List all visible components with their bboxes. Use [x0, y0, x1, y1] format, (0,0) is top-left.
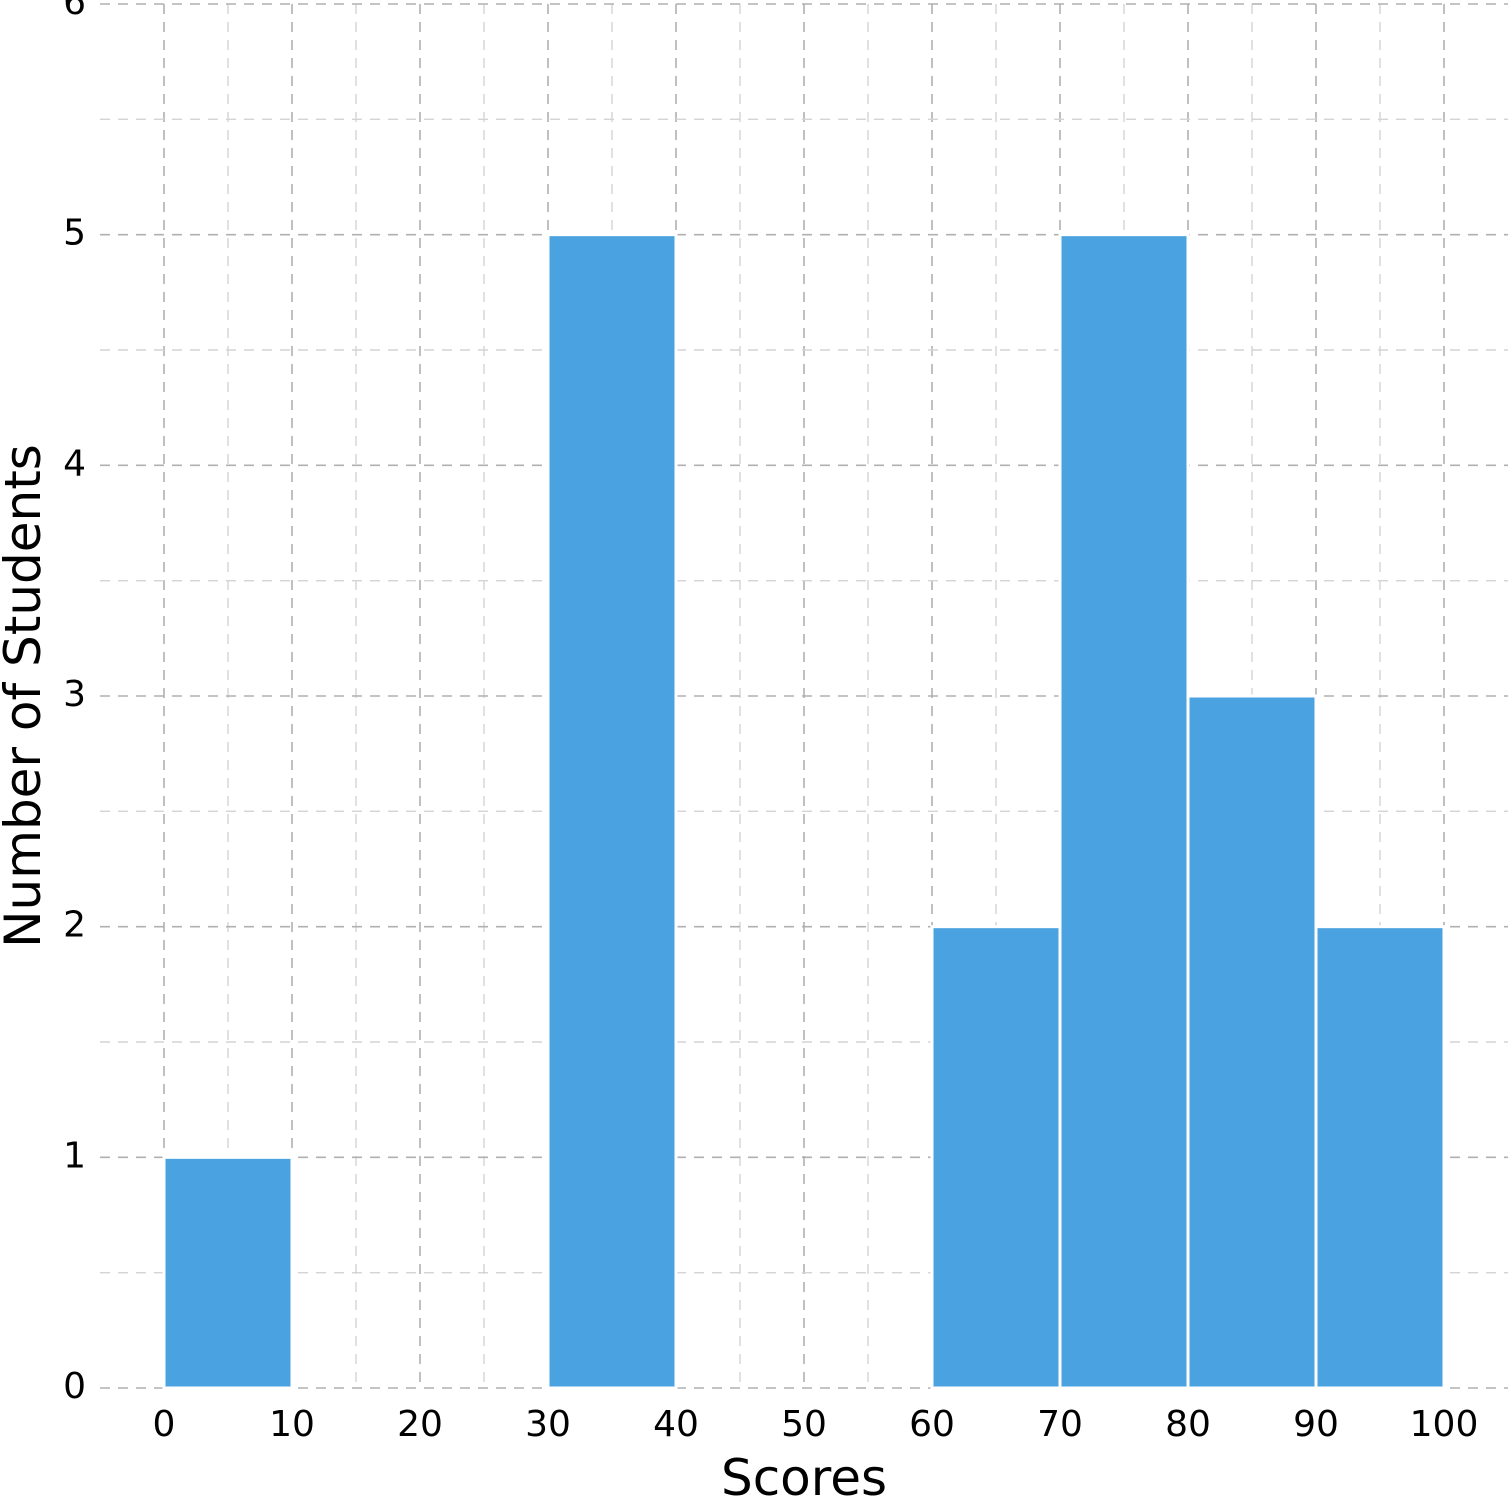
- x-tick-label: 10: [269, 1404, 315, 1445]
- x-tick-label: 20: [397, 1404, 443, 1445]
- y-axis-ticks: 0 1 2 3 4 5 6: [63, 0, 86, 1407]
- x-tick-label: 0: [153, 1404, 176, 1445]
- x-tick-label: 60: [909, 1404, 955, 1445]
- x-axis-ticks: 0 10 20 30 40 50 60 70 80 90 100: [153, 1404, 1479, 1445]
- x-tick-label: 30: [525, 1404, 571, 1445]
- y-axis-label: Number of Students: [0, 444, 52, 948]
- histogram-bar: [1058, 233, 1190, 1390]
- y-tick-label: 1: [63, 1135, 86, 1176]
- y-tick-label: 2: [63, 905, 86, 946]
- x-tick-label: 50: [781, 1404, 827, 1445]
- x-tick-label: 90: [1293, 1404, 1339, 1445]
- histogram-bar: [1186, 694, 1318, 1390]
- x-tick-label: 70: [1037, 1404, 1083, 1445]
- y-tick-label: 3: [63, 674, 86, 715]
- x-axis-label: Scores: [721, 1449, 887, 1507]
- histogram-bar: [546, 233, 678, 1390]
- y-tick-label: 5: [63, 213, 86, 254]
- x-tick-label: 40: [653, 1404, 699, 1445]
- histogram-bar: [930, 925, 1062, 1390]
- y-tick-label: 0: [63, 1366, 86, 1407]
- y-tick-label: 4: [63, 443, 86, 484]
- y-tick-label: 6: [63, 0, 86, 23]
- histogram-bar: [162, 1155, 294, 1390]
- x-tick-label: 80: [1165, 1404, 1211, 1445]
- x-tick-label: 100: [1410, 1404, 1479, 1445]
- histogram-bar: [1314, 925, 1446, 1390]
- histogram-bars: [162, 233, 1446, 1390]
